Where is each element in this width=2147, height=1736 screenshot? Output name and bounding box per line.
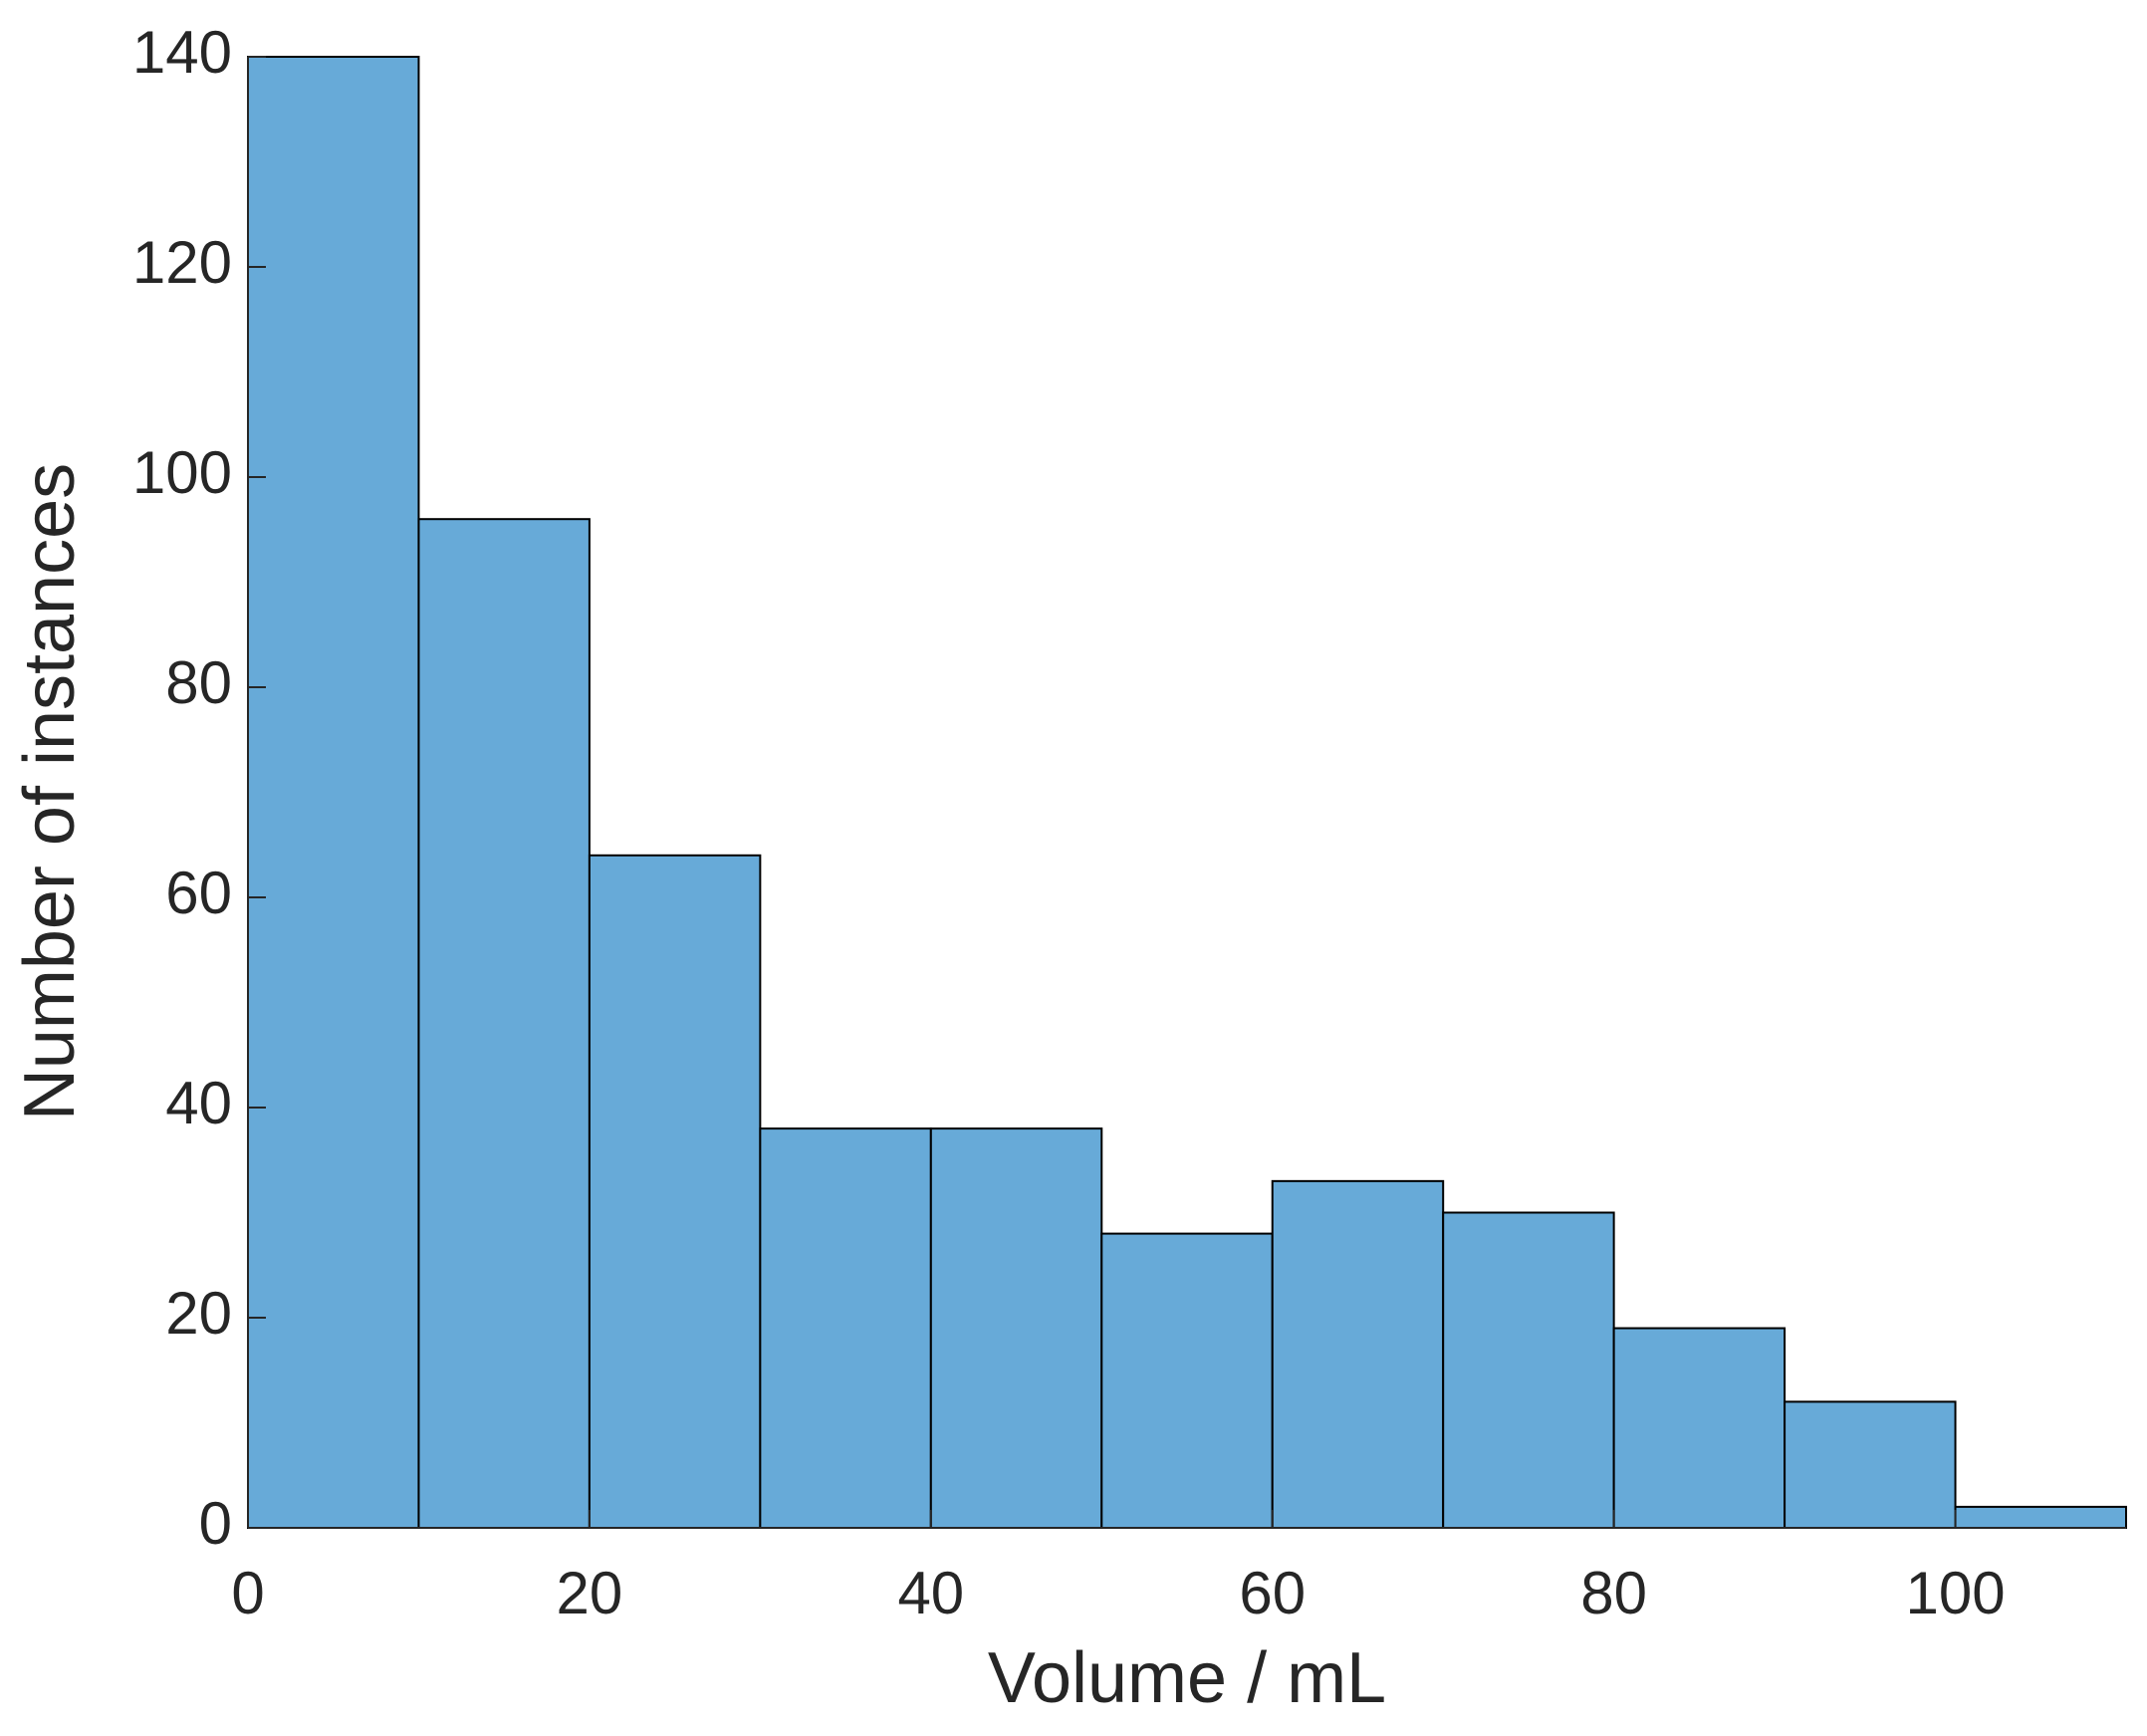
- y-tick-label: 140: [132, 19, 232, 86]
- bar: [588, 854, 762, 1529]
- y-tick-label: 100: [132, 439, 232, 506]
- x-tick-label: 100: [1905, 1560, 2005, 1626]
- bar: [417, 518, 591, 1529]
- bar: [1954, 1505, 2127, 1530]
- y-axis-label: Number of instances: [10, 463, 90, 1120]
- y-tick-label: 0: [199, 1490, 232, 1557]
- bar: [1442, 1211, 1615, 1529]
- y-tick-label: 80: [165, 649, 232, 716]
- y-tick-label: 40: [165, 1070, 232, 1136]
- y-tick-label: 20: [165, 1280, 232, 1347]
- bar: [929, 1127, 1103, 1529]
- x-tick-label: 20: [557, 1560, 623, 1626]
- y-tick-label: 60: [165, 860, 232, 926]
- y-tick-label: 120: [132, 229, 232, 296]
- bar: [759, 1127, 932, 1529]
- bar: [1784, 1400, 1957, 1530]
- bar: [1271, 1179, 1445, 1529]
- x-tick-label: 60: [1239, 1560, 1306, 1626]
- x-tick-label: 0: [231, 1560, 264, 1626]
- x-tick-label: 40: [897, 1560, 964, 1626]
- x-axis-label: Volume / mL: [988, 1638, 1386, 1718]
- bar: [1612, 1327, 1787, 1530]
- bar: [1100, 1232, 1274, 1529]
- x-tick-label: 80: [1580, 1560, 1647, 1626]
- bar: [247, 56, 420, 1529]
